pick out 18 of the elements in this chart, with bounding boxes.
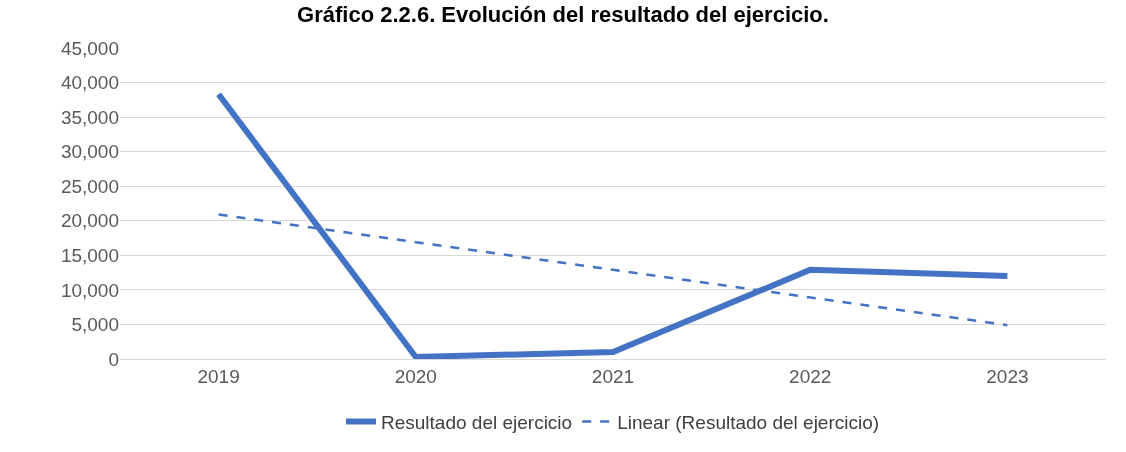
y-tick-label: 40,000 xyxy=(60,72,119,94)
chart-title: Gráfico 2.2.6. Evolución del resultado del ejercicio. xyxy=(297,2,829,28)
x-tick-label: 2022 xyxy=(789,365,832,387)
legend-label: Resultado del ejercicio xyxy=(381,411,573,433)
y-tick-label: 0 xyxy=(108,348,119,370)
x-tick-label: 2019 xyxy=(197,365,240,387)
y-tick-label: 15,000 xyxy=(60,244,119,266)
x-tick-label: 2023 xyxy=(986,365,1029,387)
y-tick-label: 5,000 xyxy=(71,314,119,336)
x-tick-label: 2021 xyxy=(591,365,635,387)
y-tick-label: 45,000 xyxy=(60,37,119,59)
y-tick-label: 20,000 xyxy=(60,210,119,232)
x-tick-label: 2020 xyxy=(394,365,437,387)
legend-label: Linear (Resultado del ejercicio) xyxy=(617,411,880,433)
y-tick-label: 10,000 xyxy=(60,279,119,301)
y-tick-label: 30,000 xyxy=(60,141,119,163)
y-tick-label: 25,000 xyxy=(60,175,119,197)
y-tick-label: 35,000 xyxy=(60,106,119,128)
